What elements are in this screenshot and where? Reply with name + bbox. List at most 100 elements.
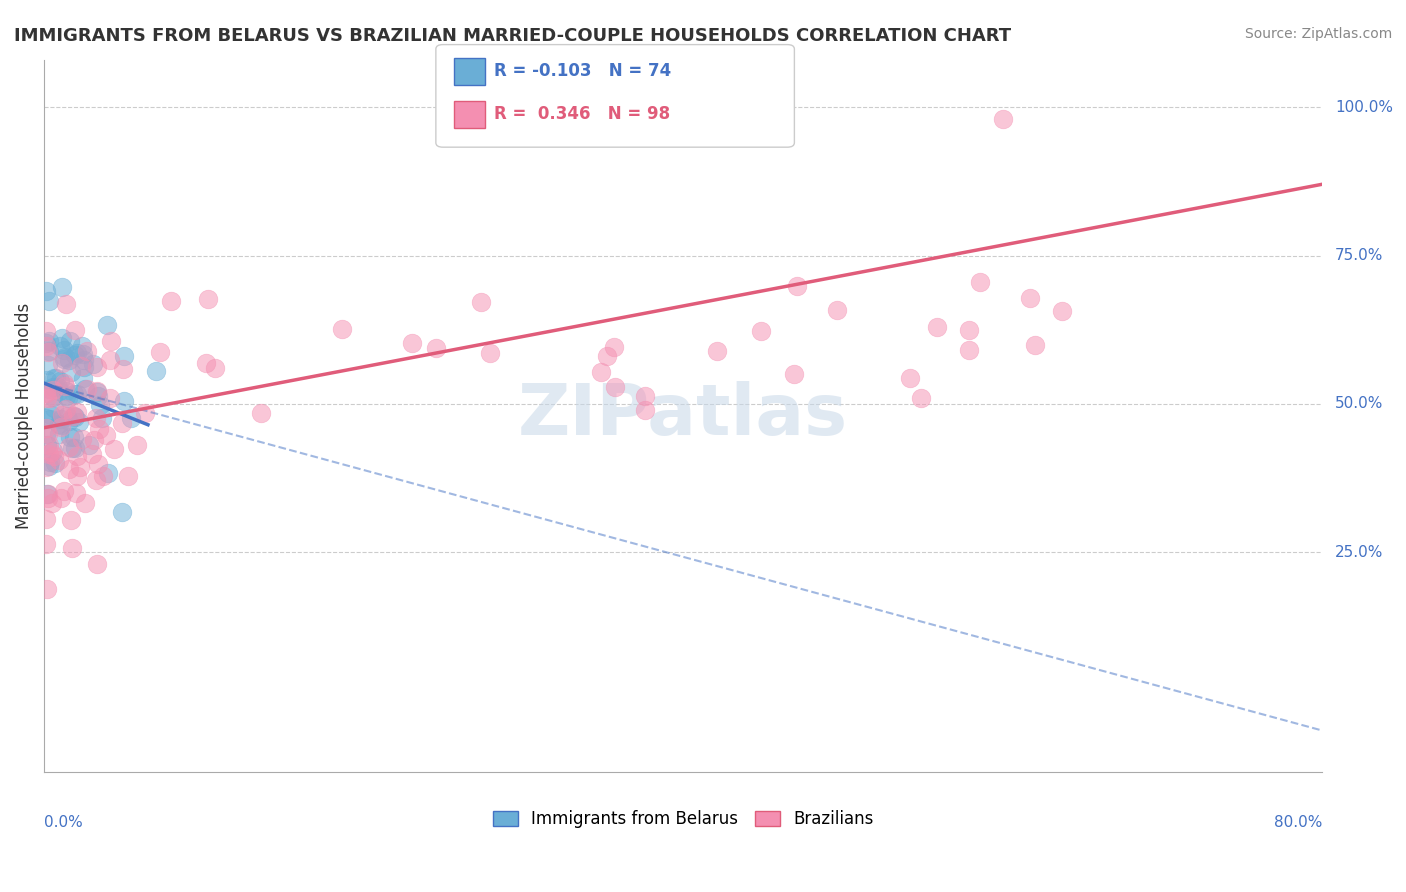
Legend: Immigrants from Belarus, Brazilians: Immigrants from Belarus, Brazilians — [486, 804, 880, 835]
Point — [783, 367, 806, 381]
Point — [35, 427, 58, 442]
Point — [55, 296, 77, 310]
Point — [634, 403, 657, 417]
Point — [825, 302, 848, 317]
Point — [58, 441, 80, 455]
Point — [62, 409, 84, 423]
Point — [786, 279, 808, 293]
Point — [89, 398, 111, 412]
Point — [910, 391, 932, 405]
Point — [76, 382, 98, 396]
Point — [134, 406, 156, 420]
Point — [48, 384, 70, 398]
Point — [66, 449, 89, 463]
Point — [48, 453, 70, 467]
Point — [38, 412, 60, 426]
Text: 80.0%: 80.0% — [1274, 814, 1322, 830]
Point — [149, 344, 172, 359]
Point — [35, 285, 58, 299]
Point — [89, 422, 111, 436]
Point — [38, 334, 60, 348]
Point — [51, 280, 73, 294]
Point — [112, 349, 135, 363]
Point — [35, 537, 58, 551]
Point — [55, 384, 77, 399]
Point — [66, 387, 89, 401]
Point — [38, 438, 60, 452]
Point — [86, 384, 108, 398]
Point — [86, 557, 108, 571]
Point — [49, 491, 72, 506]
Text: 50.0%: 50.0% — [1334, 396, 1384, 411]
Point — [86, 385, 108, 400]
Point — [58, 414, 80, 428]
Point — [42, 380, 65, 394]
Point — [58, 352, 80, 367]
Point — [596, 350, 619, 364]
Point — [42, 449, 65, 463]
Point — [84, 473, 107, 487]
Point — [925, 320, 948, 334]
Point — [53, 343, 76, 357]
Point — [52, 376, 75, 390]
Point — [70, 339, 93, 353]
Point — [38, 293, 60, 308]
Point — [87, 457, 110, 471]
Point — [60, 541, 83, 555]
Point — [91, 410, 114, 425]
Point — [48, 417, 70, 431]
Point — [991, 112, 1014, 126]
Point — [35, 421, 58, 435]
Point — [49, 374, 72, 388]
Point — [49, 338, 72, 352]
Text: Source: ZipAtlas.com: Source: ZipAtlas.com — [1244, 27, 1392, 41]
Point — [35, 438, 58, 452]
Point — [35, 582, 58, 596]
Point — [46, 380, 69, 394]
Point — [63, 409, 86, 424]
Point — [1024, 338, 1046, 352]
Point — [86, 411, 108, 425]
Text: R =  0.346   N = 98: R = 0.346 N = 98 — [494, 105, 669, 123]
Point — [44, 456, 66, 470]
Point — [87, 389, 110, 403]
Point — [73, 496, 96, 510]
Point — [160, 293, 183, 308]
Point — [35, 410, 58, 425]
Point — [100, 392, 122, 406]
Point — [66, 405, 89, 419]
Point — [55, 409, 77, 424]
Text: 0.0%: 0.0% — [44, 814, 83, 830]
Point — [49, 411, 72, 425]
Point — [65, 486, 87, 500]
Point — [69, 459, 91, 474]
Point — [96, 428, 118, 442]
Point — [97, 467, 120, 481]
Point — [194, 356, 217, 370]
Point — [65, 323, 87, 337]
Point — [66, 468, 89, 483]
Point — [39, 455, 62, 469]
Point — [53, 351, 76, 366]
Point — [63, 386, 86, 401]
Point — [35, 373, 58, 387]
Point — [53, 351, 76, 365]
Text: 100.0%: 100.0% — [1334, 100, 1393, 114]
Point — [38, 447, 60, 461]
Point — [73, 359, 96, 374]
Point — [35, 460, 58, 475]
Point — [55, 389, 77, 403]
Point — [41, 496, 63, 510]
Point — [72, 347, 94, 361]
Point — [100, 334, 122, 349]
Point — [470, 295, 492, 310]
Point — [58, 391, 80, 405]
Point — [45, 371, 67, 385]
Point — [69, 359, 91, 374]
Point — [37, 487, 59, 501]
Point — [70, 432, 93, 446]
Point — [58, 462, 80, 476]
Point — [72, 370, 94, 384]
Point — [401, 335, 423, 350]
Point — [957, 323, 980, 337]
